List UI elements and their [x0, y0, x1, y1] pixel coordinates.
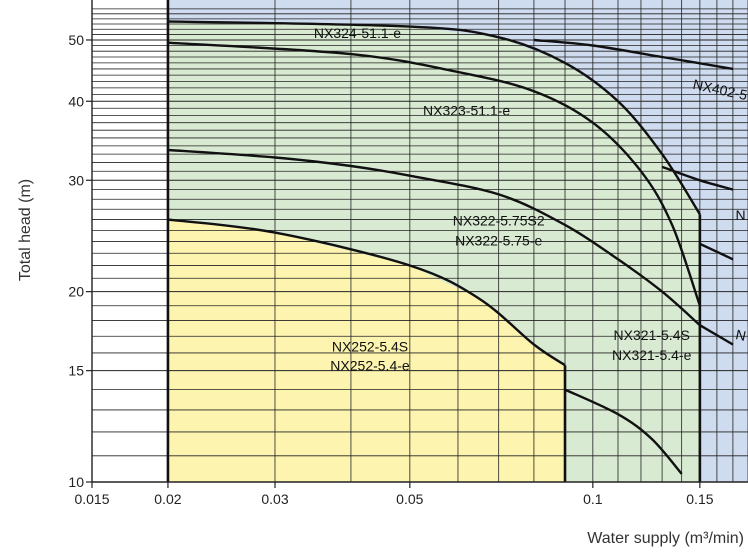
y-tick-label: 40 [68, 93, 84, 109]
curve-label: NX321-5.4-e [612, 347, 692, 363]
pump-curve-1 [167, 20, 701, 215]
x-tick-label: 0.02 [154, 491, 181, 507]
curve-label: NX323-51.1-e [423, 103, 510, 119]
axis-layer: 0.015 0.02 0.03 0.05 0.1 0.15 10 15 20 30 40 50 [68, 0, 748, 507]
y-tick-label: 50 [68, 32, 84, 48]
curve-label: NX322-5.75S2 [453, 212, 545, 228]
x-tick-label: 0.05 [396, 491, 423, 507]
curve-label: NX252-5.4S [332, 339, 408, 355]
curve-label: NX252-5.4-e [330, 358, 410, 374]
pump-curve-5 [564, 388, 683, 475]
pump-curve-7 [661, 165, 734, 191]
pump-curve-4 [167, 218, 566, 367]
pump-curve-8 [699, 242, 734, 261]
x-axis-label: Water supply (m³/min) [587, 530, 744, 547]
y-axis-label: Total head (m) [17, 179, 34, 281]
pump-curve-3 [167, 148, 701, 327]
pump-curve-2 [167, 41, 702, 307]
annotation-layer: NX324-51.1-e NX323-51.1-e NX322-5.75S2 NX32… [314, 25, 748, 374]
x-tick-label: 0.03 [261, 491, 288, 507]
y-tick-label: 30 [68, 172, 84, 188]
curve-label: NX321-5.4S [614, 327, 690, 343]
curve-label: NX322-5.75-e [455, 232, 542, 248]
pump-curve-9 [699, 324, 734, 346]
curve-label: N [736, 207, 746, 223]
x-tick-label: 0.015 [74, 491, 109, 507]
y-tick-label: 10 [68, 474, 84, 490]
curve-layer [167, 20, 734, 475]
x-tick-label: 0.1 [583, 491, 603, 507]
pump-curve-6 [533, 38, 734, 71]
y-tick-label: 20 [68, 284, 84, 300]
curve-label: NX324-51.1-e [314, 25, 401, 41]
region-yellow [167, 219, 565, 482]
x-tick-label: 0.15 [686, 491, 713, 507]
curve-label: N [734, 326, 747, 344]
y-tick-label: 15 [68, 363, 84, 379]
